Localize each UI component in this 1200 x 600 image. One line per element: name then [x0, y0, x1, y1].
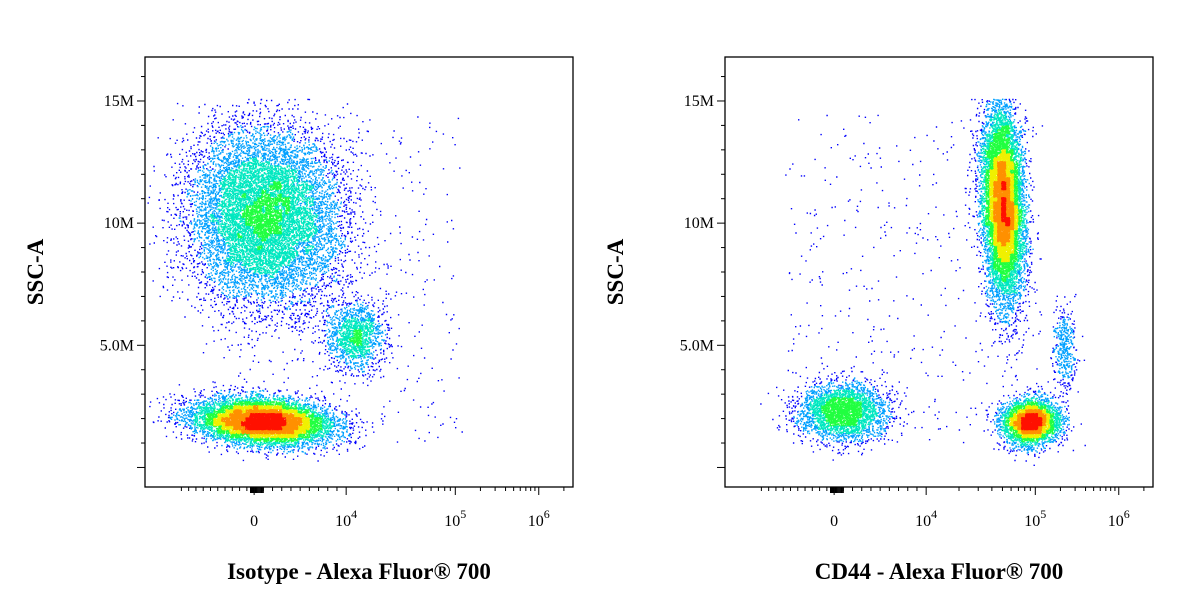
x-tick-label: 104: [915, 507, 937, 530]
event-dots: [760, 98, 1086, 467]
y-axis: 5.0M 10M 15M SSC-A: [603, 76, 725, 468]
density-level-2: [193, 157, 375, 447]
x-tick-label: 106: [528, 507, 550, 530]
density-level-6: [1001, 181, 1043, 431]
density-level-5: [221, 405, 303, 435]
x-tick-exponent: 6: [1124, 507, 1130, 521]
y-tick-label: 5.0M: [680, 337, 714, 354]
y-tick-label: 10M: [104, 215, 134, 232]
x-tick-base: 0: [830, 513, 838, 530]
x-tick-base: 10: [1108, 513, 1124, 530]
y-tick-label: 15M: [104, 93, 134, 110]
y-axis-title: SSC-A: [603, 238, 628, 305]
density-level-6: [241, 413, 287, 431]
y-tick-label: 10M: [684, 215, 714, 232]
x-tick-exponent: 4: [351, 507, 357, 521]
density-level-1: [793, 98, 1076, 454]
y-axis: 5.0M 10M 15M SSC-A: [23, 76, 145, 468]
event-dots: [147, 98, 463, 462]
x-tick-label: 105: [1024, 507, 1046, 530]
x-tick-base: 0: [250, 513, 258, 530]
x-tick-label: 104: [335, 507, 357, 530]
x-tick-exponent: 4: [931, 507, 937, 521]
x-tick-base: 10: [915, 513, 931, 530]
density-level-3: [821, 125, 1055, 443]
x-tick-label: 105: [444, 507, 466, 530]
x-tick-base: 10: [335, 513, 351, 530]
x-tick-base: 10: [528, 513, 544, 530]
x-tick-label: 106: [1108, 507, 1130, 530]
x-tick-label: 0: [830, 513, 838, 530]
y-tick-label: 5.0M: [100, 337, 134, 354]
x-tick-exponent: 5: [1040, 507, 1046, 521]
x-tick-exponent: 5: [460, 507, 466, 521]
plot-frame: [724, 56, 1154, 488]
x-tick-label: 0: [250, 513, 258, 530]
density-level-2: [809, 109, 1063, 447]
y-tick-label: 15M: [684, 93, 714, 110]
x-axis-title: CD44 - Alexa Fluor® 700: [815, 559, 1063, 584]
y-axis-title: SSC-A: [23, 238, 48, 305]
x-tick-base: 10: [1024, 513, 1040, 530]
x-axis-title: Isotype - Alexa Fluor® 700: [227, 559, 491, 584]
x-tick-base: 10: [444, 513, 460, 530]
x-tick-exponent: 6: [544, 507, 550, 521]
density-level-5: [993, 161, 1047, 435]
density-level-4: [989, 149, 1051, 439]
